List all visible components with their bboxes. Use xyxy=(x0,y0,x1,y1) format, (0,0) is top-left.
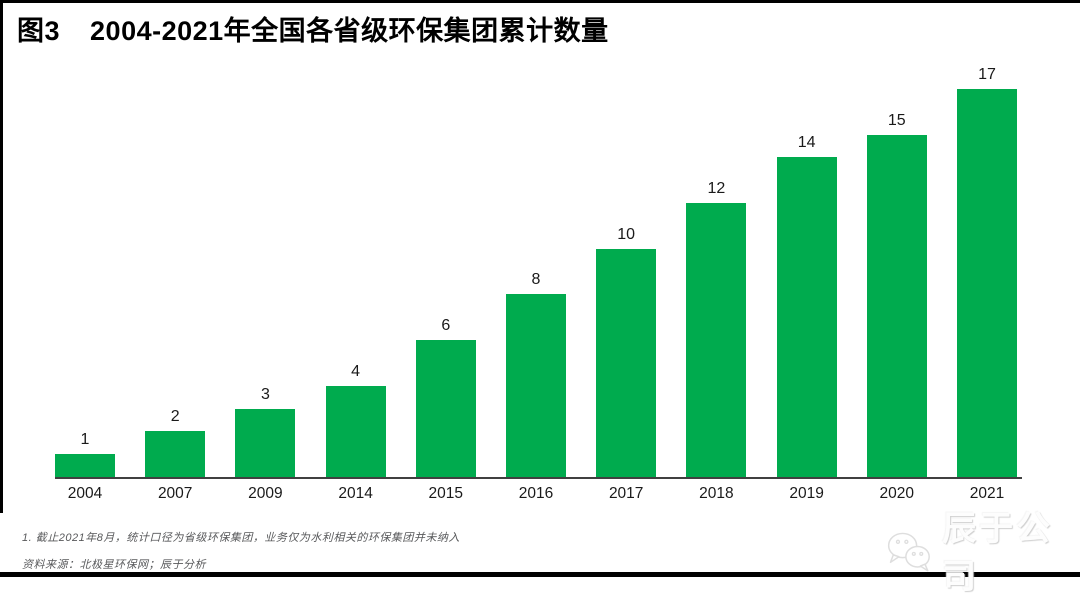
x-axis-tick-label: 2019 xyxy=(789,485,824,502)
x-axis-tick-label: 2015 xyxy=(428,485,464,502)
page-border-left xyxy=(0,0,3,513)
chart-title-text: 2004-2021年全国各省级环保集团累计数量 xyxy=(90,16,609,46)
figure-number-label: 图3 xyxy=(17,16,61,46)
chart-title: 图3 2004-2021年全国各省级环保集团累计数量 xyxy=(17,9,609,48)
x-axis-tick-label: 2020 xyxy=(879,485,915,502)
bar-2014 xyxy=(325,386,386,477)
page-border-top xyxy=(0,0,1080,3)
bar-2021 xyxy=(957,89,1017,477)
x-axis-tick-label: 2009 xyxy=(248,485,283,502)
page-border-bottom xyxy=(0,572,1080,577)
bar-value-label: 10 xyxy=(617,226,636,243)
x-axis-tick-label: 2004 xyxy=(67,485,103,502)
bar-value-label: 17 xyxy=(978,66,996,83)
company-watermark: 辰于公司 xyxy=(884,505,1080,601)
bar-value-label: 3 xyxy=(260,386,270,403)
bar-2019 xyxy=(776,157,837,477)
x-axis-tick-label: 2021 xyxy=(969,485,1005,502)
bar-chart-plot-area: 1 2004 2 2007 3 2009 4 2014 6 2015 8 2016 10 2017 12 20… xyxy=(55,66,1022,502)
bar-value-label: 15 xyxy=(887,112,906,129)
bar-2018 xyxy=(686,203,747,477)
bar-2007 xyxy=(145,431,206,477)
bar-2020 xyxy=(866,135,927,477)
watermark-label: 辰于公司 xyxy=(942,510,1054,596)
x-axis-tick-label: 2017 xyxy=(608,485,644,502)
wechat-chat-bubbles-icon xyxy=(887,532,930,572)
x-axis-tick-label: 2014 xyxy=(338,485,373,502)
bar-2016 xyxy=(506,294,566,477)
bar-value-label: 1 xyxy=(80,431,90,448)
bar-2017 xyxy=(596,249,657,477)
bar-value-label: 4 xyxy=(351,363,361,380)
x-axis-tick-label: 2018 xyxy=(699,485,734,502)
x-axis-tick-label: 2007 xyxy=(157,485,193,502)
x-axis-tick-label: 2016 xyxy=(518,485,554,502)
bar-2015 xyxy=(415,340,476,477)
bar-value-label: 14 xyxy=(797,134,816,151)
bar-value-label: 8 xyxy=(531,271,541,288)
chart-footnote: 1. 截止2021年8月，统计口径为省级环保集团，业务仅为水利相关的环保集团并未… xyxy=(22,532,460,544)
bar-value-label: 12 xyxy=(707,180,726,197)
bar-2004 xyxy=(55,454,115,477)
x-axis-line xyxy=(55,477,1022,479)
bar-2009 xyxy=(235,409,296,477)
data-source-note: 资料来源：北极星环保网；辰于分析 xyxy=(22,559,206,571)
bar-value-label: 6 xyxy=(441,317,451,334)
bar-value-label: 2 xyxy=(170,408,180,425)
